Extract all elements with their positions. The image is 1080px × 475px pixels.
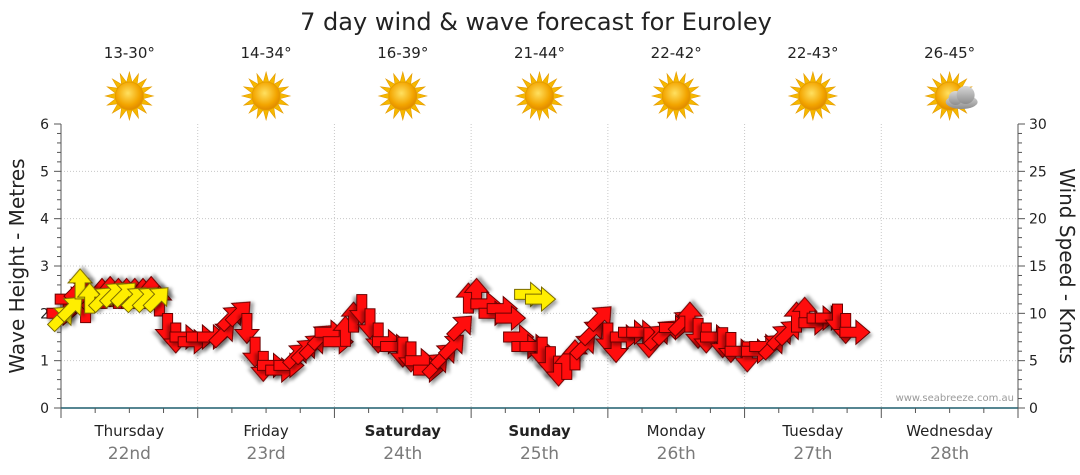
wind-arrow (224, 301, 251, 328)
day-date: 24th (383, 444, 422, 464)
day-name: Sunday (508, 422, 571, 440)
wave-series (46, 268, 557, 333)
wind-arrow (233, 313, 260, 345)
left-tick-label: 4 (40, 212, 49, 228)
day-name: Monday (647, 422, 706, 440)
day-date: 28th (930, 444, 969, 464)
day-temp-range: 13-30° (104, 44, 155, 62)
day-date: 26th (657, 444, 696, 464)
right-tick-label: 5 (1029, 354, 1038, 370)
right-tick-label: 25 (1029, 164, 1047, 180)
day-name: Thursday (93, 422, 164, 440)
sun-icon (514, 70, 565, 122)
day-temp-range: 22-42° (651, 44, 702, 62)
right-axis-title: Wind Speed - Knots (1055, 168, 1079, 364)
sun-icon (377, 70, 428, 122)
right-tick-label: 10 (1029, 306, 1047, 322)
sun-cloud-icon (924, 70, 978, 122)
chart-title: 7 day wind & wave forecast for Euroley (300, 8, 772, 36)
axes: 0 1 2 3 4 5 6 0 5 10 15 20 25 30 (40, 117, 1047, 418)
day-temp-range: 21-44° (514, 44, 565, 62)
wind-arrow (208, 322, 235, 349)
day-name: Wednesday (906, 422, 993, 440)
wave-arrow (56, 296, 83, 323)
day-temp-range: 26-45° (924, 44, 975, 62)
day-date: 25th (520, 444, 559, 464)
wind-arrow (494, 305, 527, 332)
left-axis-title: Wave Height - Metres (5, 158, 29, 373)
day-date: 27th (793, 444, 832, 464)
left-tick-label: 3 (40, 259, 49, 275)
wind-arrow (839, 319, 871, 346)
day-name: Friday (243, 422, 289, 440)
grid-lines (61, 124, 1018, 408)
right-tick-label: 0 (1029, 401, 1038, 417)
right-tick-label: 30 (1029, 117, 1047, 133)
left-tick-label: 5 (40, 164, 49, 180)
wind-arrow (734, 341, 761, 373)
left-tick-label: 2 (40, 306, 49, 322)
day-labels: Thursday 22nd Friday 23rd Saturday 24th Sunday… (93, 422, 993, 464)
day-date: 23rd (247, 444, 286, 464)
left-tick-label: 6 (40, 117, 49, 133)
day-temp-range: 16-39° (377, 44, 428, 62)
sun-icon (104, 70, 155, 122)
left-tick-label: 1 (40, 354, 49, 370)
wind-arrow (585, 306, 612, 333)
right-tick-label: 15 (1029, 259, 1047, 275)
wind-arrow (446, 315, 473, 342)
day-temp-range: 22-43° (787, 44, 838, 62)
day-name: Saturday (365, 422, 442, 440)
wind-arrow (437, 334, 464, 361)
sun-icon (240, 70, 292, 122)
cloud-icon (945, 86, 978, 109)
day-headers: 13-30° 14-34° 16-39° 21-44° 22-42° 22-43° 26-4… (104, 44, 978, 122)
sun-icon (787, 70, 839, 122)
wave-arrow (142, 287, 169, 314)
left-tick-label: 0 (40, 401, 49, 417)
sun-icon (651, 70, 702, 122)
watermark: www.seabreeze.com.au (896, 393, 1014, 404)
right-tick-label: 20 (1029, 212, 1047, 228)
day-name: Tuesday (781, 422, 843, 440)
day-date: 22nd (108, 444, 151, 464)
wave-arrow (525, 286, 557, 313)
day-temp-range: 14-34° (241, 44, 292, 62)
